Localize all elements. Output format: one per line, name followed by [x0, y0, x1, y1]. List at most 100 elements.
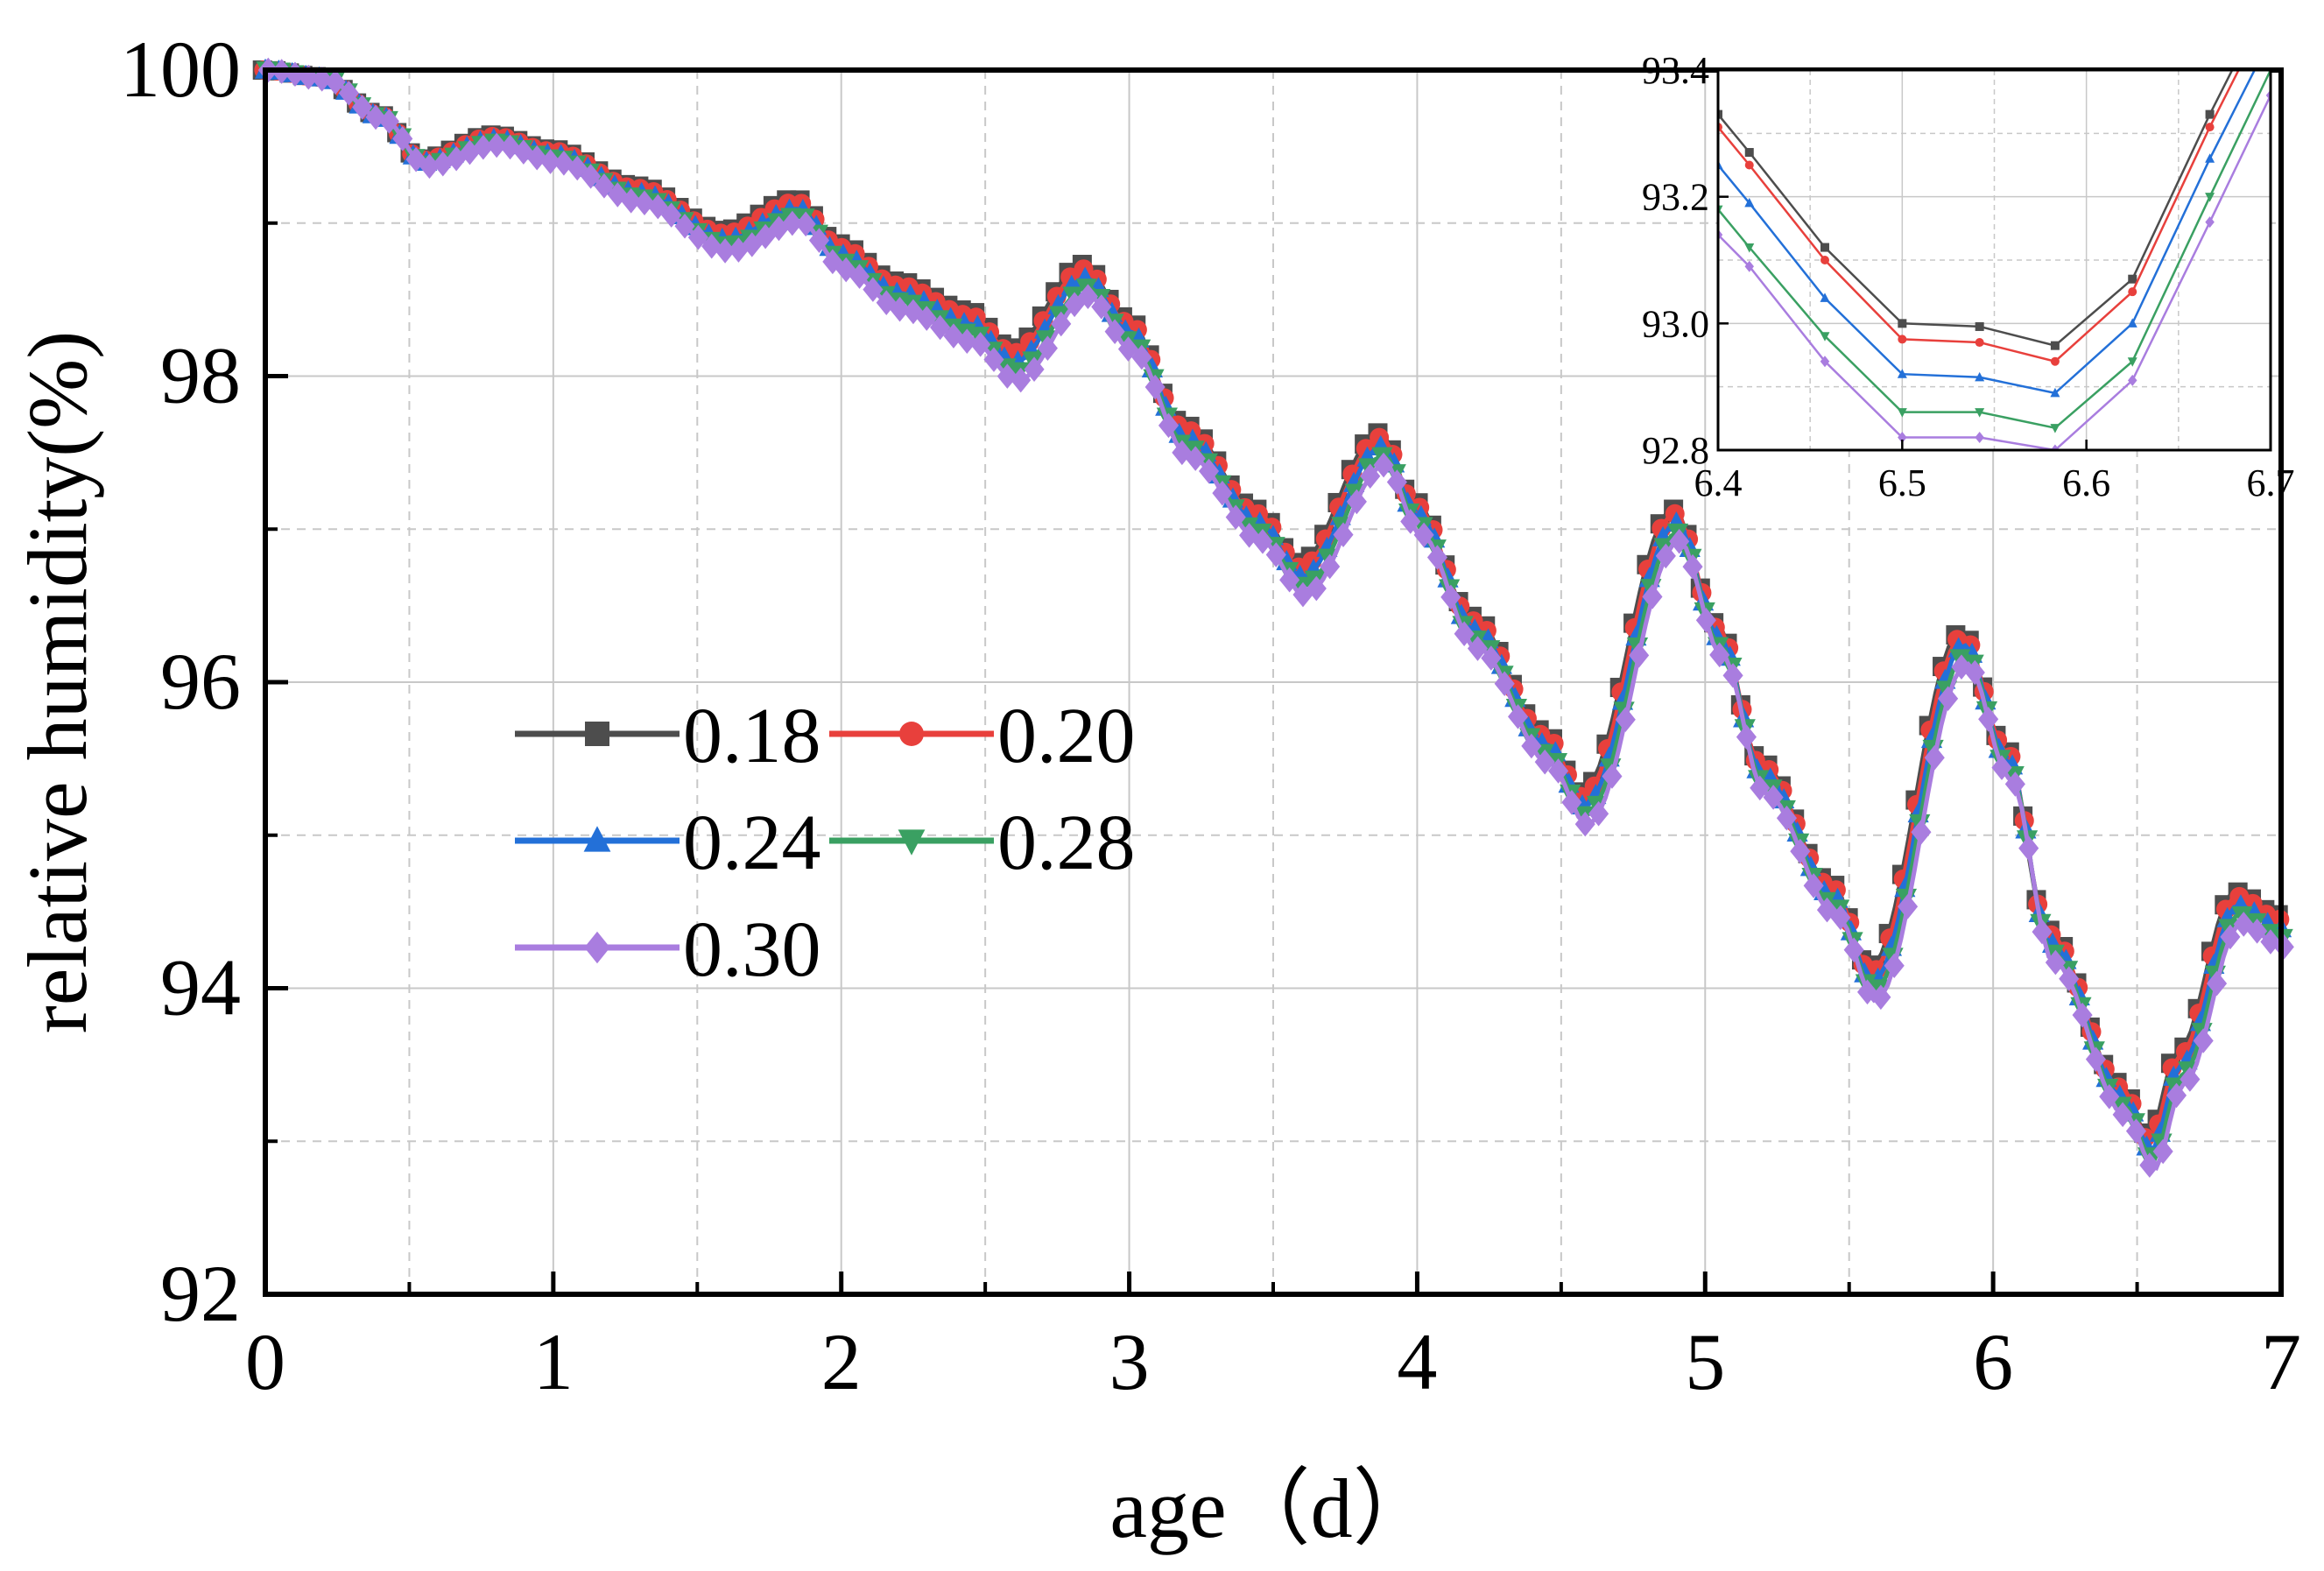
data-point [473, 134, 494, 160]
data-point [2193, 1028, 2214, 1053]
data-point [1776, 805, 1798, 831]
data-point [1750, 775, 1771, 801]
inset-background [1718, 70, 2271, 450]
inset-axis-ticks: 6.4 6.5 6.6 6.7 92.8 93.0 93.2 93.4 [1642, 49, 2295, 504]
data-point [983, 347, 1004, 372]
data-point [1333, 522, 1354, 547]
data-point [1507, 704, 1529, 729]
data-point [621, 188, 642, 214]
data-point [2072, 1002, 2093, 1028]
data-point [1682, 553, 1703, 580]
data-point [1978, 706, 1999, 732]
inset-data-point [1744, 243, 1755, 253]
legend-item-0.24: 0.24 [515, 800, 821, 886]
data-point [742, 232, 763, 257]
data-point [795, 211, 816, 237]
data-point [1104, 319, 1125, 344]
data-point [1951, 654, 1972, 680]
data-point [1629, 643, 1650, 668]
data-point [1938, 686, 1959, 712]
inset-data-point [2205, 216, 2215, 229]
data-point [890, 296, 911, 322]
x-tick-label: 3 [1109, 1317, 1150, 1406]
legend-label: 0.18 [683, 693, 821, 779]
legend-marker [899, 722, 924, 746]
data-point [1924, 744, 1945, 771]
data-point [607, 182, 628, 208]
x-tick-label: 1 [533, 1317, 574, 1406]
inset-data-point [2050, 356, 2060, 366]
data-point [540, 149, 561, 174]
data-point [715, 238, 736, 264]
data-point [1911, 819, 1932, 845]
inset-data-point [2205, 193, 2215, 202]
data-point [782, 210, 803, 236]
data-point [1091, 294, 1112, 320]
data-point [1763, 785, 1784, 810]
inset-plot: 6.4 6.5 6.6 6.7 92.8 93.0 93.2 93.4 [1642, 49, 2295, 504]
data-point [1843, 937, 1864, 963]
data-point [2220, 924, 2241, 950]
data-point [1588, 800, 1609, 827]
data-point [405, 146, 426, 173]
data-point [1454, 621, 1475, 647]
x-tick-label: 4 [1397, 1317, 1437, 1406]
data-point [1077, 284, 1098, 309]
legend: 0.18 0.20 0.24 0.28 0.30 [515, 693, 1136, 993]
data-point [2247, 919, 2268, 944]
inset-data-point [1718, 109, 1722, 119]
data-point [661, 202, 682, 228]
data-point [1426, 545, 1447, 570]
data-point [1884, 953, 1905, 979]
data-point [1225, 504, 1246, 530]
data-point [1131, 344, 1152, 370]
data-point [1386, 469, 1407, 495]
data-point [1011, 367, 1032, 393]
inset-data-point [2127, 357, 2137, 367]
y-tick-label: 94 [160, 943, 241, 1032]
data-point [997, 363, 1018, 389]
data-point [2166, 1082, 2187, 1109]
inset-grid [1718, 70, 2271, 450]
inset-series-0.28 [1718, 70, 2271, 433]
main-series [252, 57, 2294, 1178]
x-tick-label: 5 [1685, 1317, 1725, 1406]
data-point [365, 104, 386, 130]
data-point [634, 190, 655, 216]
y-tick-label: 100 [120, 25, 241, 114]
data-point [2018, 835, 2039, 861]
data-point [2139, 1152, 2160, 1178]
data-point [1521, 733, 1542, 759]
data-point [1265, 542, 1286, 567]
data-point [1602, 764, 1623, 789]
data-point [768, 215, 790, 242]
inset-data-point [1744, 148, 1754, 158]
data-point [2032, 919, 2053, 945]
inset-data-point [1897, 408, 1907, 418]
data-point [1830, 905, 1851, 931]
inset-data-point [2128, 287, 2137, 297]
data-point [1373, 452, 1394, 478]
data-point [1413, 522, 1434, 548]
x-tick-label: 0 [245, 1317, 285, 1406]
data-point [930, 314, 951, 341]
inset-y-tick-label: 93.0 [1642, 302, 1709, 345]
inset-series-0.30 [1718, 89, 2271, 450]
data-point [647, 194, 668, 220]
data-point [581, 164, 602, 189]
data-point [1037, 335, 1058, 361]
data-point [2152, 1138, 2173, 1165]
data-point [2059, 966, 2080, 991]
data-point [1279, 567, 1300, 593]
legend-marker [584, 931, 610, 964]
data-point [1695, 608, 1716, 633]
legend-item-0.18: 0.18 [515, 693, 821, 779]
inset-data-point [1744, 197, 1755, 208]
y-tick-label: 92 [160, 1249, 241, 1338]
y-tick-label: 98 [160, 331, 241, 420]
x-tick-label: 2 [821, 1317, 862, 1406]
inset-data-point [1820, 292, 1830, 302]
data-point [1669, 528, 1690, 554]
data-point [1199, 458, 1220, 484]
